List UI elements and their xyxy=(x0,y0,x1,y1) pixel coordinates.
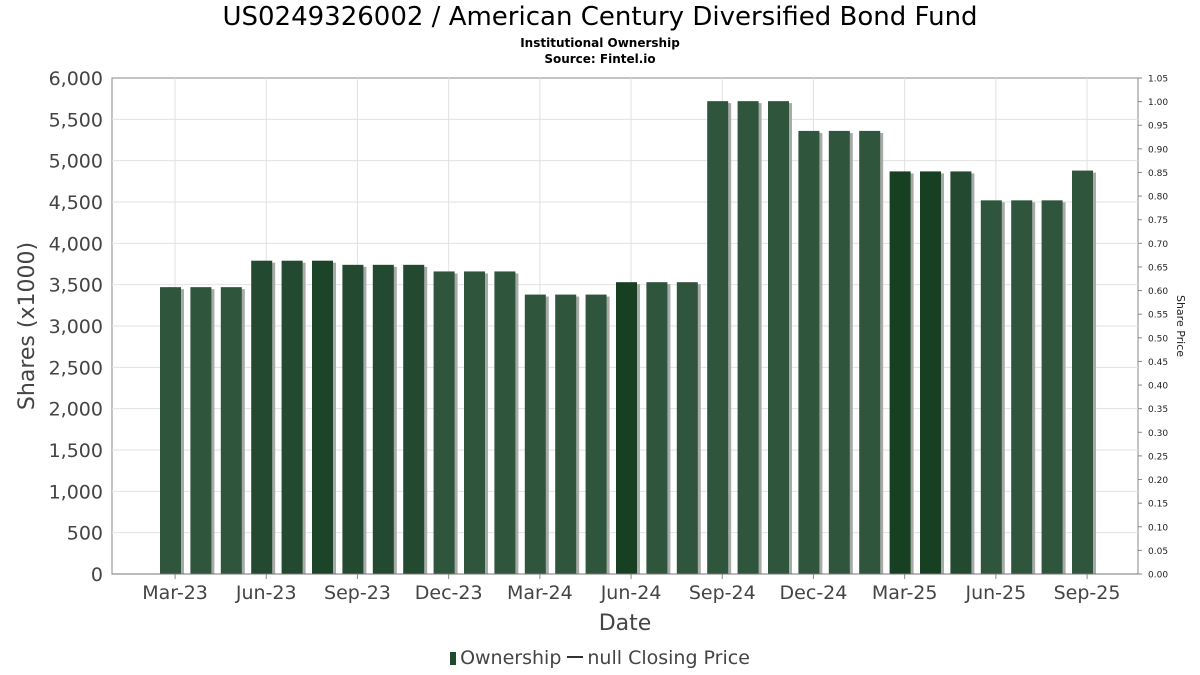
y2-tick-label: 0.40 xyxy=(1148,382,1168,392)
x-tick-label: Jun-24 xyxy=(600,582,662,604)
bar xyxy=(433,271,455,574)
y-tick-label: 2,000 xyxy=(49,399,103,421)
bar xyxy=(616,282,637,574)
y-tick-label: 3,000 xyxy=(49,316,103,338)
y-tick-label: 4,500 xyxy=(49,192,103,214)
y-axis-left: 0 500 1,000 1,500 2,000 2,500 3,000 3,500 4,000 4… xyxy=(49,68,103,586)
y2-tick-label: 0.70 xyxy=(1148,240,1168,250)
y-tick-label: 5,000 xyxy=(49,151,103,173)
bar xyxy=(980,200,1002,574)
x-axis-label: Date xyxy=(599,611,652,636)
y2-tick-label: 0.35 xyxy=(1148,405,1168,415)
y2-tick-label: 1.00 xyxy=(1148,98,1168,108)
bar xyxy=(798,130,820,574)
bar xyxy=(828,130,850,574)
y-axis-label: Shares (x1000) xyxy=(15,242,40,410)
bar xyxy=(555,294,577,574)
y2-tick-label: 0.45 xyxy=(1148,358,1168,368)
x-tick-label: Dec-24 xyxy=(780,582,848,604)
bar xyxy=(768,101,789,574)
y2-tick-label: 0.25 xyxy=(1148,452,1168,462)
y-tick-label: 6,000 xyxy=(49,68,103,90)
chart-title: US0249326002 / American Century Diversif… xyxy=(222,2,978,32)
bar xyxy=(281,260,303,574)
legend: Ownership null Closing Price xyxy=(0,647,1200,669)
y2-tick-label: 0.95 xyxy=(1148,122,1168,132)
legend-ownership: Ownership xyxy=(460,647,562,669)
chart-source: Source: Fintel.io xyxy=(544,52,656,66)
bar xyxy=(403,264,425,574)
y-tick-label: 5,500 xyxy=(49,109,103,131)
y2-tick-label: 0.30 xyxy=(1148,429,1168,439)
bar xyxy=(585,294,607,574)
closing-price-legend-line xyxy=(567,656,584,658)
y-tick-label: 500 xyxy=(67,523,103,545)
bar xyxy=(190,287,212,574)
bar xyxy=(676,282,698,574)
y2-tick-label: 1.05 xyxy=(1148,75,1168,85)
bar xyxy=(494,271,516,574)
bar xyxy=(950,171,972,574)
bar xyxy=(1041,200,1063,574)
y2-tick-label: 0.20 xyxy=(1148,476,1168,486)
y-tick-label: 3,500 xyxy=(49,275,103,297)
x-axis: Mar-23 Jun-23 Sep-23 Dec-23 Mar-24 Jun-24 Sep-… xyxy=(112,573,1138,604)
bar xyxy=(524,294,546,574)
y2-tick-label: 0.15 xyxy=(1148,500,1168,510)
bar xyxy=(646,282,668,574)
legend-closing-price: null Closing Price xyxy=(587,647,750,669)
bar xyxy=(372,264,394,574)
bar xyxy=(342,264,364,574)
x-tick-label: Mar-25 xyxy=(872,582,938,604)
bar xyxy=(1072,170,1093,574)
bar xyxy=(737,101,759,574)
y-tick-label: 2,500 xyxy=(49,357,103,379)
y-tick-label: 1,500 xyxy=(49,440,103,462)
x-tick-label: Sep-23 xyxy=(324,582,391,604)
bar xyxy=(1011,200,1033,574)
y2-tick-label: 0.80 xyxy=(1148,193,1168,203)
x-tick-label: Dec-23 xyxy=(415,582,483,604)
bar xyxy=(920,171,941,574)
bar xyxy=(220,287,242,574)
x-tick-label: Sep-25 xyxy=(1054,582,1121,604)
y2-tick-label: 0.65 xyxy=(1148,263,1168,273)
bar xyxy=(312,260,333,574)
x-tick-label: Jun-25 xyxy=(964,582,1026,604)
y2-tick-label: 0.60 xyxy=(1148,287,1168,297)
y2-tick-label: 0.05 xyxy=(1148,547,1168,557)
bar xyxy=(464,271,485,574)
bar xyxy=(251,260,273,574)
y2-tick-label: 0.10 xyxy=(1148,523,1168,533)
bar xyxy=(707,101,729,574)
bars-group xyxy=(160,101,1096,574)
y-tick-label: 1,000 xyxy=(49,481,103,503)
y-tick-label: 4,000 xyxy=(49,233,103,255)
bar xyxy=(160,287,181,574)
x-tick-label: Jun-23 xyxy=(235,582,297,604)
y2-axis-label: Share Price xyxy=(1174,295,1187,357)
y2-tick-label: 0.00 xyxy=(1148,571,1168,581)
bar xyxy=(859,130,881,574)
y-tick-label: 0 xyxy=(91,564,103,586)
y-axis-right: 0.00 0.05 0.10 0.15 0.20 0.25 0.30 0.35 0.40 0.45… xyxy=(1138,75,1168,581)
x-tick-label: Sep-24 xyxy=(689,582,756,604)
y2-tick-label: 0.75 xyxy=(1148,216,1168,226)
y2-tick-label: 0.50 xyxy=(1148,334,1168,344)
y2-tick-label: 0.90 xyxy=(1148,145,1168,155)
y2-tick-label: 0.85 xyxy=(1148,169,1168,179)
bar xyxy=(889,171,911,574)
x-tick-label: Mar-24 xyxy=(507,582,573,604)
y2-tick-label: 0.55 xyxy=(1148,311,1168,321)
chart-subtitle: Institutional Ownership xyxy=(520,36,680,50)
ownership-legend-swatch xyxy=(450,652,457,665)
x-tick-label: Mar-23 xyxy=(142,582,208,604)
